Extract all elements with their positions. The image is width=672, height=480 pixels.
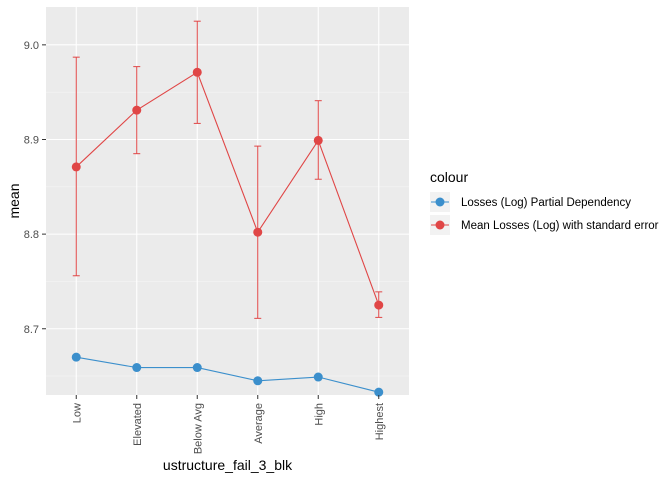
x-tick-label: Highest — [374, 403, 386, 440]
legend-key-1 — [430, 192, 450, 212]
x-tick-label: Elevated — [132, 403, 144, 446]
legend-label-2: Mean Losses (Log) with standard error — [461, 220, 659, 232]
data-point — [192, 363, 202, 373]
y-tick-label: 8.9 — [24, 134, 39, 146]
plot-panel — [46, 7, 409, 395]
y-axis: 8.7 8.8 8.9 9.0 — [24, 40, 46, 336]
legend-title: colour — [430, 169, 468, 185]
data-point — [313, 135, 323, 145]
series-2 — [71, 20, 384, 319]
x-tick-label: Low — [71, 403, 83, 423]
x-axis: Low Elevated Below Avg Average High Highest — [71, 395, 386, 454]
series-layer — [71, 20, 384, 397]
data-point — [253, 227, 263, 237]
data-point — [253, 376, 263, 386]
grid-minor — [46, 91, 409, 377]
x-tick-label: High — [313, 403, 325, 426]
x-axis-title: ustructure_fail_3_blk — [163, 457, 293, 473]
data-point — [374, 300, 384, 310]
y-tick-label: 8.7 — [24, 324, 39, 336]
data-point — [374, 387, 384, 397]
data-point — [132, 363, 142, 373]
data-point — [192, 67, 202, 77]
series-line — [76, 356, 379, 393]
series-line — [75, 71, 380, 306]
y-tick-label: 9.0 — [24, 40, 39, 52]
legend-key-point — [435, 197, 445, 207]
y-axis-title: mean — [6, 183, 22, 218]
data-point — [132, 105, 142, 115]
x-tick-label: Below Avg — [192, 403, 204, 454]
legend-label-1: Losses (Log) Partial Dependency — [461, 197, 631, 209]
x-tick-label: Average — [253, 403, 265, 444]
data-point — [71, 352, 81, 362]
data-point — [71, 162, 81, 172]
legend-key-point — [435, 220, 445, 230]
series-1 — [71, 352, 384, 397]
legend: colour Losses (Log) Partial Dependency Me… — [430, 169, 659, 235]
y-tick-label: 8.8 — [24, 229, 39, 241]
legend-key-2 — [430, 215, 450, 235]
data-point — [313, 372, 323, 382]
